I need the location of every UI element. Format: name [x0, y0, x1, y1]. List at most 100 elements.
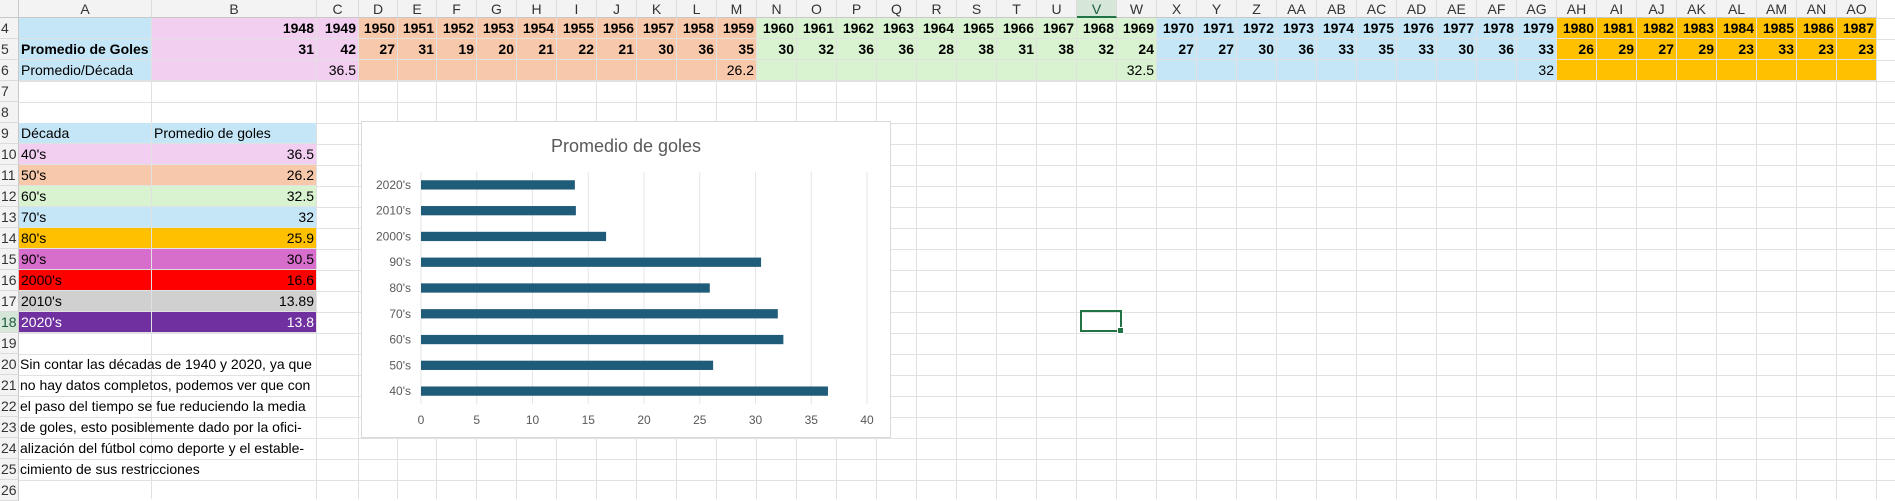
select-all-corner[interactable]	[0, 0, 19, 18]
table-header-decade[interactable]: Década	[19, 123, 152, 144]
cell-row6[interactable]	[398, 60, 437, 81]
year-cell[interactable]: 1972	[1237, 18, 1277, 39]
table-decade-cell[interactable]: 40's	[19, 144, 152, 165]
column-header-ao[interactable]: AO	[1837, 0, 1877, 18]
goal-value-cell[interactable]: 36	[1477, 39, 1517, 60]
year-cell[interactable]: 1953	[477, 18, 517, 39]
column-header-c[interactable]: C	[317, 0, 359, 18]
goal-value-cell[interactable]: 30	[1437, 39, 1477, 60]
table-decade-cell[interactable]: 70's	[19, 207, 152, 228]
cell-row6[interactable]	[557, 60, 597, 81]
goal-value-cell[interactable]: 29	[1597, 39, 1637, 60]
year-cell[interactable]: 1948	[152, 18, 317, 39]
table-avg-cell[interactable]: 36.5	[152, 144, 317, 165]
column-header-ai[interactable]: AI	[1597, 0, 1637, 18]
goal-value-cell[interactable]: 27	[1157, 39, 1197, 60]
goal-value-cell[interactable]: 30	[757, 39, 797, 60]
year-cell[interactable]: 1976	[1397, 18, 1437, 39]
row-header-15[interactable]: 15	[0, 249, 19, 270]
goal-value-cell[interactable]: 21	[517, 39, 557, 60]
row-header-5[interactable]: 5	[0, 39, 19, 60]
cell-row6[interactable]	[1357, 60, 1397, 81]
goal-value-cell[interactable]: 27	[359, 39, 398, 60]
column-header-j[interactable]: J	[597, 0, 637, 18]
column-header-p[interactable]: P	[837, 0, 877, 18]
cell-row6[interactable]	[1637, 60, 1677, 81]
year-cell[interactable]: 1977	[1437, 18, 1477, 39]
goal-value-cell[interactable]: 33	[1757, 39, 1797, 60]
year-cell[interactable]: 1969	[1117, 18, 1157, 39]
table-avg-cell[interactable]: 13.8	[152, 312, 317, 333]
goal-value-cell[interactable]: 20	[477, 39, 517, 60]
goal-value-cell[interactable]: 42	[317, 39, 359, 60]
row-header-12[interactable]: 12	[0, 186, 19, 207]
year-cell[interactable]: 1964	[917, 18, 957, 39]
column-header-v[interactable]: V	[1077, 0, 1117, 18]
cell-row6[interactable]	[1037, 60, 1077, 81]
year-cell[interactable]: 1975	[1357, 18, 1397, 39]
year-cell[interactable]: 1965	[957, 18, 997, 39]
year-cell[interactable]: 1981	[1597, 18, 1637, 39]
year-cell[interactable]: 1958	[677, 18, 717, 39]
year-cell[interactable]: 1973	[1277, 18, 1317, 39]
cell-row6[interactable]	[517, 60, 557, 81]
row-header-10[interactable]: 10	[0, 144, 19, 165]
column-header-d[interactable]: D	[359, 0, 398, 18]
column-header-f[interactable]: F	[437, 0, 477, 18]
cell-row6[interactable]	[957, 60, 997, 81]
goal-value-cell[interactable]: 23	[1717, 39, 1757, 60]
table-decade-cell[interactable]: 80's	[19, 228, 152, 249]
goal-value-cell[interactable]: 24	[1117, 39, 1157, 60]
column-header-z[interactable]: Z	[1237, 0, 1277, 18]
row-header-4[interactable]: 4	[0, 18, 19, 39]
goal-value-cell[interactable]: 30	[637, 39, 677, 60]
column-header-b[interactable]: B	[152, 0, 317, 18]
goal-value-cell[interactable]: 31	[997, 39, 1037, 60]
table-avg-cell[interactable]: 32.5	[152, 186, 317, 207]
cell-row6[interactable]	[1077, 60, 1117, 81]
goal-value-cell[interactable]: 36	[1277, 39, 1317, 60]
column-header-y[interactable]: Y	[1197, 0, 1237, 18]
cell-row6[interactable]	[359, 60, 398, 81]
year-cell[interactable]: 1951	[398, 18, 437, 39]
table-header-avg[interactable]: Promedio de goles	[152, 123, 317, 144]
table-decade-cell[interactable]: 50's	[19, 165, 152, 186]
cell-row6[interactable]	[1757, 60, 1797, 81]
cell-row6[interactable]	[637, 60, 677, 81]
cell-a4[interactable]	[19, 18, 152, 39]
row-header-21[interactable]: 21	[0, 375, 19, 396]
table-decade-cell[interactable]: 2020's	[19, 312, 152, 333]
cell-row6[interactable]	[837, 60, 877, 81]
goal-value-cell[interactable]: 38	[1037, 39, 1077, 60]
goal-value-cell[interactable]: 31	[398, 39, 437, 60]
column-header-aj[interactable]: AJ	[1637, 0, 1677, 18]
cell-row6[interactable]	[677, 60, 717, 81]
column-header-x[interactable]: X	[1157, 0, 1197, 18]
year-cell[interactable]: 1967	[1037, 18, 1077, 39]
column-header-m[interactable]: M	[717, 0, 757, 18]
year-cell[interactable]: 1952	[437, 18, 477, 39]
year-cell[interactable]: 1974	[1317, 18, 1357, 39]
year-cell[interactable]: 1959	[717, 18, 757, 39]
goal-value-cell[interactable]: 33	[1397, 39, 1437, 60]
column-header-ad[interactable]: AD	[1397, 0, 1437, 18]
year-cell[interactable]: 1956	[597, 18, 637, 39]
row-header-20[interactable]: 20	[0, 354, 19, 375]
year-cell[interactable]: 1968	[1077, 18, 1117, 39]
row-header-25[interactable]: 25	[0, 459, 19, 480]
row-header-7[interactable]: 7	[0, 81, 19, 102]
column-header-aa[interactable]: AA	[1277, 0, 1317, 18]
goal-value-cell[interactable]: 36	[877, 39, 917, 60]
goal-value-cell[interactable]: 33	[1517, 39, 1557, 60]
row-header-19[interactable]: 19	[0, 333, 19, 354]
column-header-ae[interactable]: AE	[1437, 0, 1477, 18]
year-cell[interactable]: 1982	[1637, 18, 1677, 39]
cell-row6[interactable]	[477, 60, 517, 81]
column-header-ac[interactable]: AC	[1357, 0, 1397, 18]
table-avg-cell[interactable]: 13.89	[152, 291, 317, 312]
table-avg-cell[interactable]: 32	[152, 207, 317, 228]
goal-value-cell[interactable]: 30	[1237, 39, 1277, 60]
year-cell[interactable]: 1979	[1517, 18, 1557, 39]
column-header-l[interactable]: L	[677, 0, 717, 18]
cell-row6[interactable]	[917, 60, 957, 81]
